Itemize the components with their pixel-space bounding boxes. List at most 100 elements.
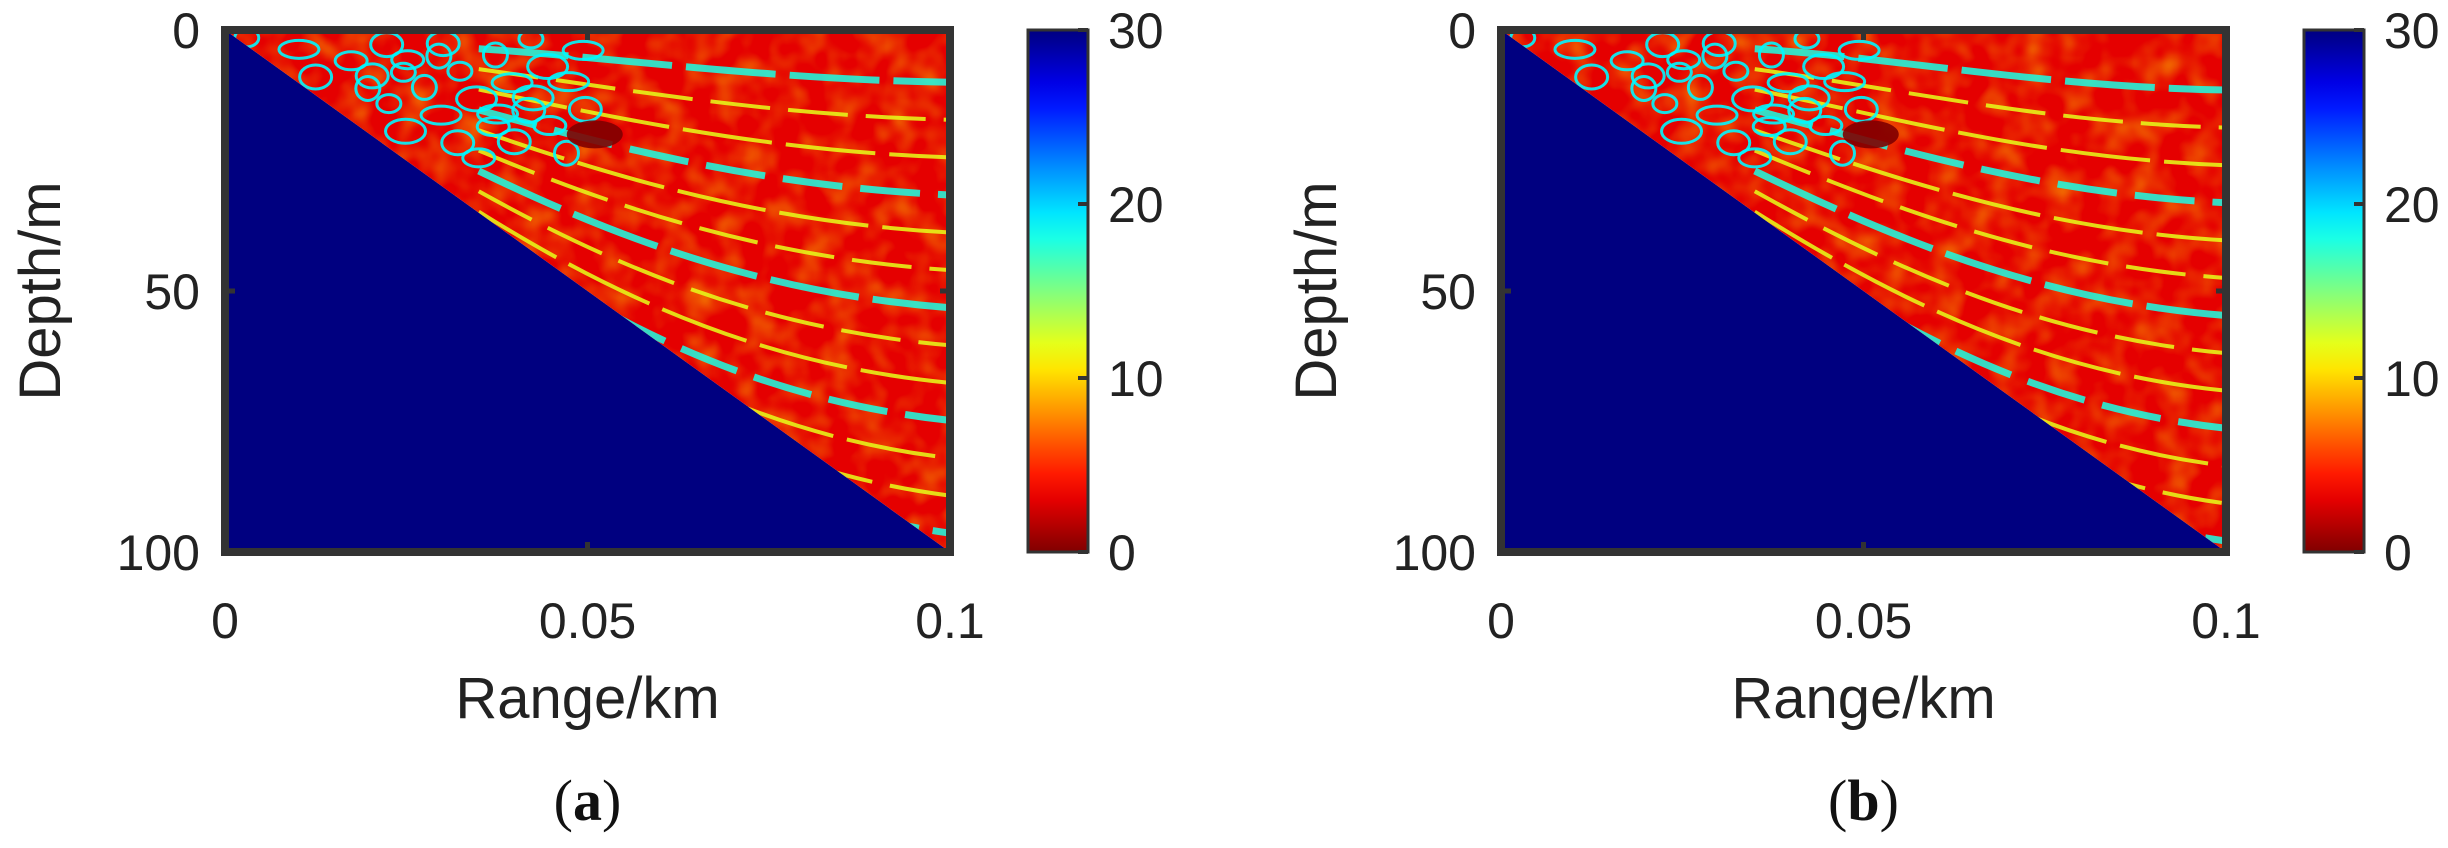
interference-beam xyxy=(1754,128,2226,243)
interference-cell xyxy=(1808,115,1844,137)
x-tick-label: 0.1 xyxy=(915,593,985,649)
interference-cell xyxy=(446,60,474,82)
interference-cell xyxy=(1793,30,1821,50)
interference-cell xyxy=(1665,61,1693,83)
colorbar-tick-label: 10 xyxy=(2384,351,2440,407)
interference-cell xyxy=(475,116,511,138)
interference-beam xyxy=(477,167,950,312)
interference-beam xyxy=(1754,45,2226,94)
interference-cell xyxy=(532,115,568,137)
x-tick-label: 0 xyxy=(211,593,239,649)
y-axis-label: Depth/m xyxy=(8,181,73,400)
interference-cell xyxy=(517,30,545,50)
interference-cell xyxy=(1787,84,1831,112)
interference-cell xyxy=(1772,128,1808,156)
x-tick-label: 0 xyxy=(1487,593,1515,649)
interference-cell xyxy=(390,49,426,71)
interference-cell xyxy=(1609,50,1645,72)
interference-cell xyxy=(547,71,591,93)
interference-cell xyxy=(410,73,438,101)
interference-cell xyxy=(1751,116,1787,138)
y-tick-label: 50 xyxy=(144,264,200,320)
interference-cell xyxy=(1752,103,1796,125)
y-tick-label: 0 xyxy=(1448,3,1476,59)
interference-cell xyxy=(1766,72,1810,94)
interference-beam xyxy=(1752,229,2226,432)
interference-cell xyxy=(461,147,497,169)
interference-cell xyxy=(1701,42,1729,70)
interference-cell xyxy=(1737,147,1773,169)
interference-cell xyxy=(1802,53,1846,81)
interference-cell xyxy=(298,63,334,91)
interference-cell xyxy=(561,39,605,61)
panel-a: 0 0.05 0.1 0 50 100 Range/km Depth/m 0 10 20 30 (a) xyxy=(8,3,1164,833)
interference-cell xyxy=(354,62,390,90)
interference-cell xyxy=(440,129,476,157)
interference-cell xyxy=(1828,139,1856,167)
chart-svg: 0 0.05 0.1 0 50 100 Range/km Depth/m 0 10 20 30 (a) xyxy=(8,3,1164,833)
y-tick-label: 50 xyxy=(1420,264,1476,320)
interference-beam xyxy=(1753,189,2226,356)
interference-cell xyxy=(1695,104,1739,126)
interference-cell xyxy=(277,38,321,60)
interference-beam xyxy=(1754,67,2226,130)
x-axis-label: Range/km xyxy=(1731,666,1995,731)
interference-cell xyxy=(1651,93,1679,115)
x-axis-label: Range/km xyxy=(455,666,719,731)
interference-beam xyxy=(1753,209,2226,393)
colorbar-tick-label: 20 xyxy=(2384,177,2440,233)
interference-cell xyxy=(496,128,532,156)
y-tick-label: 0 xyxy=(172,3,200,59)
colorbar-tick-label: 30 xyxy=(1108,3,1164,59)
panel-caption: (b) xyxy=(1828,768,1899,833)
colorbar-tick-label: 20 xyxy=(1108,177,1164,233)
interference-cell xyxy=(384,117,428,145)
colorbar xyxy=(1026,28,1090,554)
interference-cell xyxy=(389,61,417,83)
interference-beam xyxy=(1753,148,2226,280)
colorbar-tick-label: 30 xyxy=(2384,3,2440,59)
interference-cell xyxy=(419,104,463,126)
colorbar-tick-label: 0 xyxy=(1108,525,1136,581)
interference-cell xyxy=(1731,85,1775,113)
interference-cell xyxy=(354,74,382,102)
x-tick-label: 0.05 xyxy=(539,593,636,649)
y-axis-label: Depth/m xyxy=(1284,181,1349,400)
focal-spot xyxy=(1842,120,1899,149)
interference-cell xyxy=(1660,117,1704,145)
interference-beam xyxy=(478,67,950,122)
interference-cell xyxy=(490,72,534,94)
interference-beam xyxy=(476,229,950,424)
interference-cell xyxy=(1837,39,1881,61)
interference-cell xyxy=(1630,62,1666,90)
interference-beam xyxy=(1753,106,2226,207)
interference-beam xyxy=(477,148,950,273)
interference-cell xyxy=(375,93,403,115)
interference-cell xyxy=(455,85,499,113)
colorbar-tick-label: 10 xyxy=(1108,351,1164,407)
interference-cell xyxy=(511,84,555,112)
interference-cell xyxy=(1630,74,1658,102)
interference-cell xyxy=(333,50,369,72)
focal-spot xyxy=(566,120,623,149)
interference-cell xyxy=(425,42,453,70)
interference-cell xyxy=(552,139,580,167)
chart-svg: 0 0.05 0.1 0 50 100 Range/km Depth/m 0 10 20 30 (b) xyxy=(1284,3,2440,833)
panel-caption: (a) xyxy=(554,768,622,833)
interference-beam xyxy=(477,189,950,348)
x-tick-label: 0.05 xyxy=(1815,593,1912,649)
interference-beam xyxy=(1753,167,2226,320)
colorbar-tick-label: 0 xyxy=(2384,525,2412,581)
x-tick-label: 0.1 xyxy=(2191,593,2261,649)
interference-cell xyxy=(1722,60,1750,82)
y-tick-label: 100 xyxy=(117,525,200,581)
interference-cell xyxy=(1716,129,1752,157)
interference-beam xyxy=(477,106,950,199)
interference-cell xyxy=(1574,63,1610,91)
interference-cell xyxy=(481,41,509,69)
interference-cell xyxy=(1553,38,1597,60)
colorbar xyxy=(2302,28,2366,554)
interference-cell xyxy=(511,96,547,124)
y-tick-label: 100 xyxy=(1393,525,1476,581)
interference-cell xyxy=(476,103,520,125)
